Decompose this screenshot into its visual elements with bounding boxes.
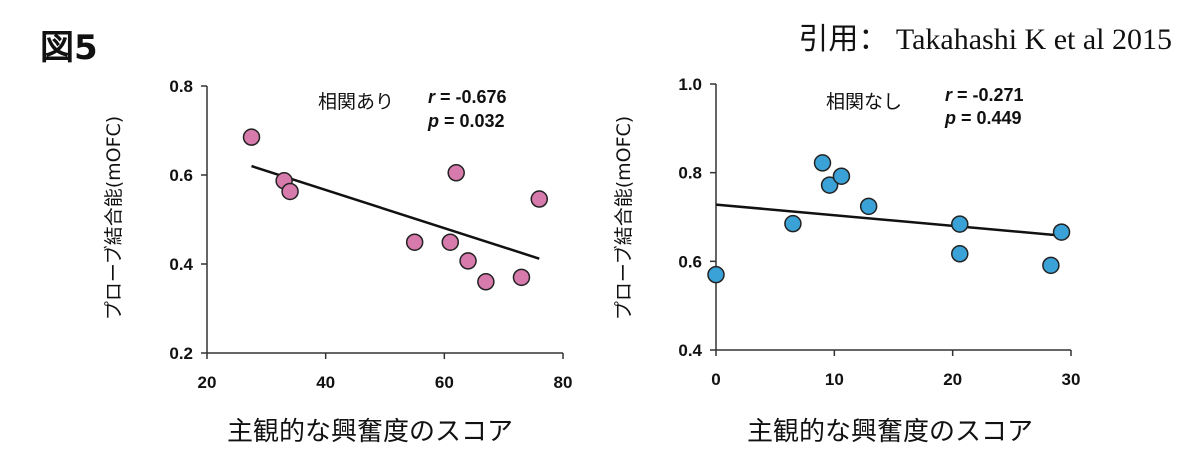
r-value: r = -0.271: [945, 85, 1024, 105]
x-tick-label: 30: [1062, 370, 1081, 389]
data-point: [951, 215, 969, 233]
data-point: [447, 164, 465, 182]
y-tick-label: 0.6: [169, 166, 193, 185]
y-tick-label: 1.0: [678, 75, 702, 94]
x-tick-label: 80: [554, 373, 573, 392]
data-point: [1052, 223, 1071, 241]
data-point: [1042, 256, 1060, 275]
data-point: [441, 233, 460, 251]
data-point: [832, 167, 851, 185]
data-point: [813, 154, 832, 172]
data-point: [859, 197, 878, 216]
x-tick-label: 0: [711, 370, 720, 389]
data-point: [512, 268, 531, 287]
y-tick-label: 0.4: [169, 255, 193, 274]
data-point: [530, 190, 549, 208]
y-axis-label: プローブ結合能(mOFC): [102, 116, 125, 320]
x-axis-label: 主観的な興奮度のスコア: [227, 417, 513, 447]
data-point: [784, 214, 802, 233]
trendline: [715, 203, 1062, 237]
x-axis-label: 主観的な興奮度のスコア: [747, 417, 1033, 447]
x-tick-label: 40: [316, 373, 335, 392]
trendline: [251, 164, 540, 260]
p-value: p = 0.032: [427, 111, 505, 131]
data-point: [281, 182, 299, 201]
p-value: p = 0.449: [944, 108, 1022, 128]
data-point: [405, 233, 424, 251]
citation: 引用： Takahashi K et al 2015: [798, 23, 1172, 56]
data-point: [459, 252, 477, 270]
x-tick-label: 20: [198, 373, 217, 392]
y-tick-label: 0.2: [169, 344, 193, 363]
x-tick-label: 60: [435, 373, 454, 392]
y-tick-label: 0.8: [678, 164, 702, 183]
y-tick-label: 0.6: [678, 252, 702, 271]
data-point: [951, 245, 969, 263]
x-tick-label: 20: [943, 370, 962, 389]
figure-label: 図5: [40, 28, 98, 68]
correlation-annotation: 相関あり: [318, 91, 394, 113]
y-axis-label: プローブ結合能(mOFC): [612, 116, 635, 320]
data-point: [242, 128, 261, 146]
y-tick-label: 0.8: [169, 77, 193, 96]
r-value: r = -0.676: [428, 87, 507, 107]
correlation-annotation: 相関なし: [826, 91, 902, 113]
y-tick-label: 0.4: [678, 341, 702, 360]
x-tick-label: 10: [825, 370, 844, 389]
data-point: [707, 265, 725, 284]
data-point: [820, 176, 839, 194]
data-point: [477, 273, 495, 291]
